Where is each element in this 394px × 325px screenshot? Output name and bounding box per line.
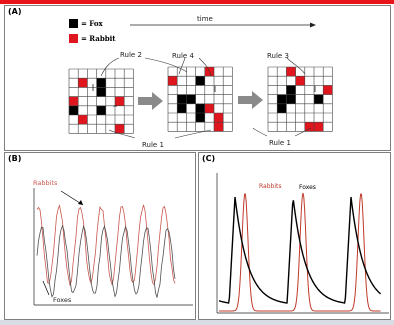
step-arrow: [138, 92, 163, 110]
panel-b: (B) Rabbits Foxes: [4, 152, 196, 320]
fox-cell: [314, 94, 324, 104]
rabbit-cell: [286, 67, 296, 77]
fox-swatch: [69, 19, 78, 28]
fox-cell: [286, 85, 296, 95]
rabbit-cell: [168, 76, 178, 86]
rabbits-pointer-head: [78, 200, 83, 205]
rabbit-cell: [214, 113, 224, 123]
foxes-pointer: [42, 280, 50, 296]
fox-series-c: [218, 196, 382, 304]
fox-cell: [96, 78, 106, 88]
rule-connector: [144, 57, 188, 73]
rule-2-label: Rule 2: [120, 51, 142, 59]
time-arrow: [130, 22, 316, 28]
fox-cell: [177, 94, 187, 104]
rule-3-label: Rule 3: [267, 52, 289, 60]
foxes-label-c: Foxes: [299, 184, 316, 191]
rabbit-series-b: [36, 204, 176, 286]
fox-cell: [195, 76, 205, 86]
rule-connector: [178, 57, 186, 75]
rabbit-cell: [214, 122, 224, 132]
panel-b-label: (B): [8, 154, 22, 163]
rabbit-swatch: [69, 34, 78, 43]
rule-connector: [294, 127, 312, 137]
rule-1-label-right: Rule 1: [269, 139, 291, 147]
rule-4-label: Rule 4: [172, 52, 194, 60]
rule-connector: [100, 57, 120, 77]
fox-cell: [69, 105, 79, 115]
bottom-strip: [0, 320, 394, 325]
rabbit-series-c: [219, 192, 381, 312]
rule-1-label-left: Rule 1: [142, 141, 164, 149]
rabbit-cell: [314, 122, 324, 132]
panel-a-label: (A): [8, 7, 22, 16]
rabbit-cell: [204, 103, 214, 113]
rule-connector: [198, 57, 212, 77]
panel-a: (A) = Fox = Rabbit time Rule 2 Rule 4 Ru…: [4, 5, 391, 151]
time-label: time: [197, 15, 213, 23]
rabbit-cell: [304, 122, 314, 132]
grid-3: [267, 66, 333, 132]
rule-connector: [174, 129, 212, 139]
rule-connector: [252, 127, 268, 137]
rabbit-cell: [115, 124, 125, 134]
fox-legend-label: = Fox: [81, 19, 103, 28]
rabbit-cell: [295, 76, 305, 86]
grid-2: [167, 66, 233, 132]
panel-c: (C) Rabbits Foxes: [198, 152, 391, 320]
top-red-bar: [0, 0, 394, 4]
panel-c-label: (C): [202, 154, 216, 163]
fox-cell: [186, 94, 196, 104]
rule-connector: [108, 129, 136, 139]
fox-cell: [96, 105, 106, 115]
rabbits-label-c: Rabbits: [259, 183, 282, 190]
empirical-plot: [33, 188, 193, 306]
rabbit-legend-label: = Rabbit: [81, 34, 116, 43]
automaton-grids: [68, 57, 333, 139]
fox-cell: [195, 103, 205, 113]
foxes-label-b: Foxes: [53, 296, 72, 304]
fox-cell: [195, 113, 205, 123]
rabbit-cell: [78, 78, 88, 88]
fox-cell: [277, 94, 287, 104]
rabbit-cell: [78, 115, 88, 125]
fox-series-b: [36, 224, 176, 298]
rabbit-cell: [323, 85, 333, 95]
fox-cell: [96, 87, 106, 97]
grid-1: [68, 68, 134, 134]
step-arrow: [238, 91, 263, 109]
rule-connector: [286, 57, 306, 75]
rabbits-label-b: Rabbits: [33, 179, 58, 187]
rabbit-cell: [115, 96, 125, 106]
fox-cell: [286, 94, 296, 104]
model-plot: [216, 173, 389, 314]
fox-cell: [277, 103, 287, 113]
fox-cell: [177, 103, 187, 113]
rabbit-cell: [69, 96, 79, 106]
